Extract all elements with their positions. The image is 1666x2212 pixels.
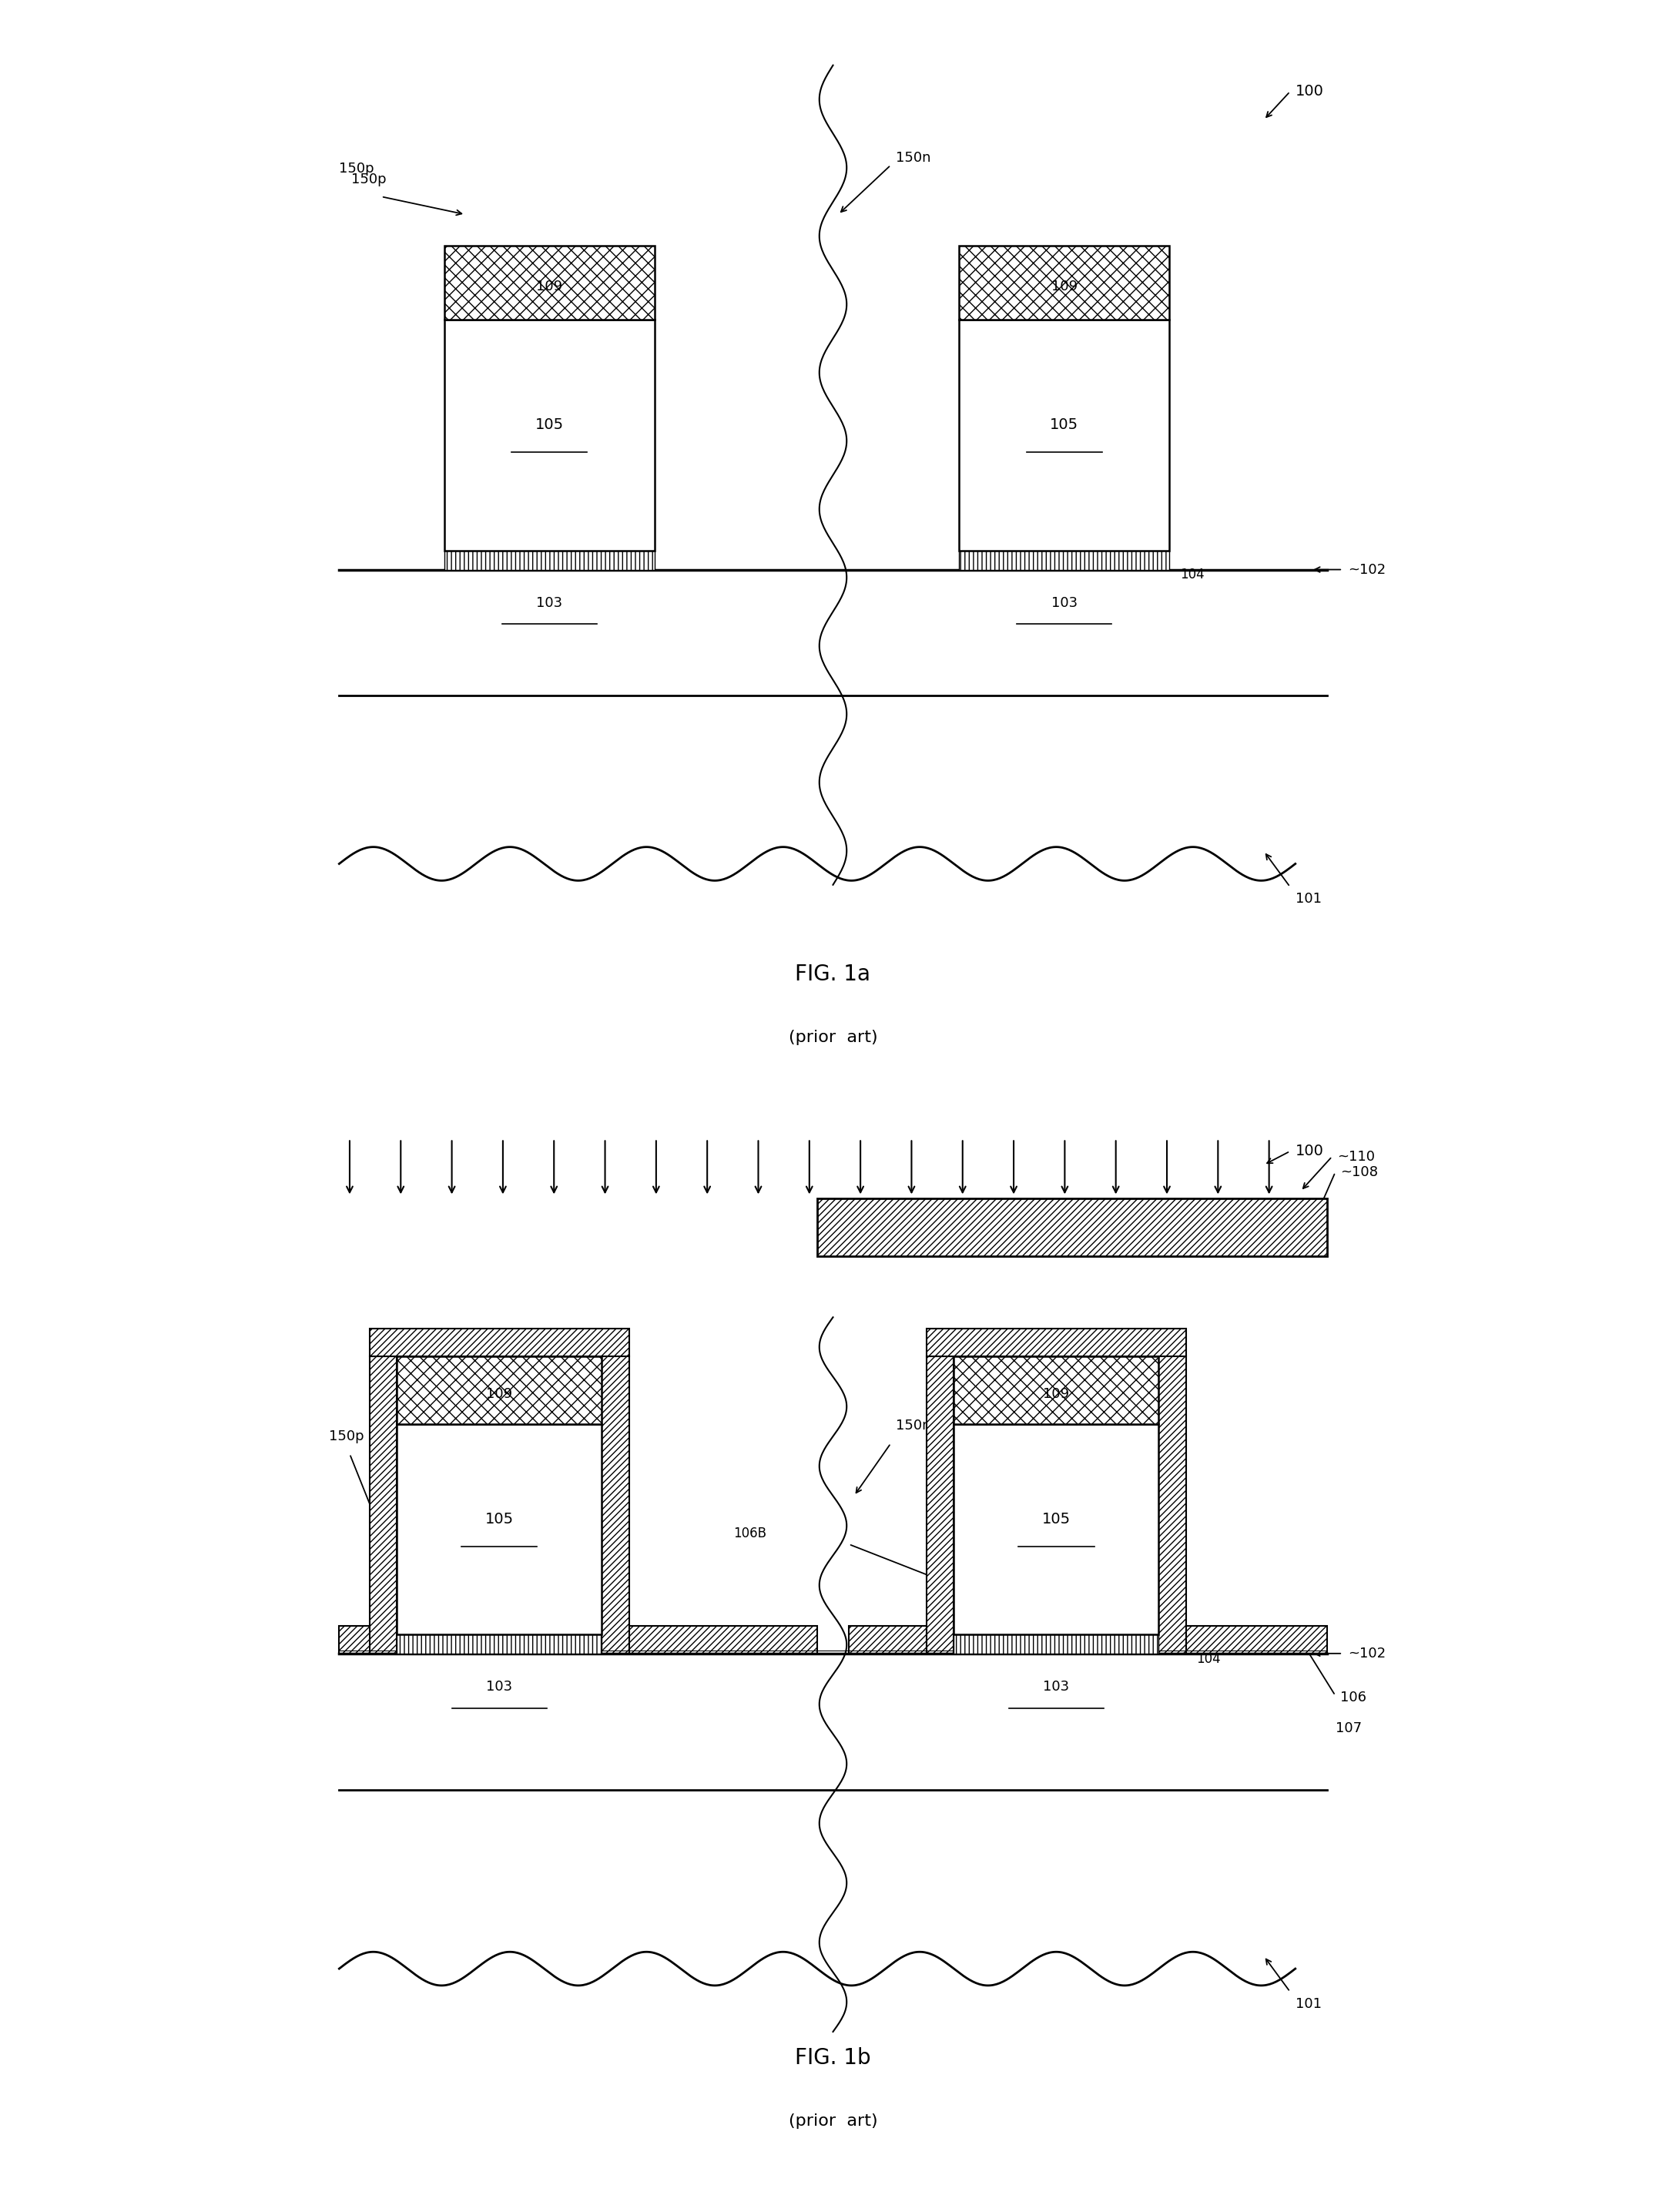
Bar bbox=[445, 246, 655, 319]
Text: 109: 109 bbox=[1051, 279, 1078, 294]
Text: 105: 105 bbox=[1050, 418, 1078, 431]
Bar bbox=[397, 1356, 601, 1425]
Text: 103: 103 bbox=[486, 1679, 513, 1694]
Bar bbox=[960, 319, 1170, 551]
Text: ~102: ~102 bbox=[1348, 562, 1386, 577]
Text: 101: 101 bbox=[1296, 1997, 1321, 2011]
Text: 103: 103 bbox=[1051, 595, 1078, 611]
Text: 150p: 150p bbox=[340, 161, 375, 175]
Bar bbox=[370, 1329, 630, 1356]
Bar bbox=[397, 1635, 601, 1655]
Bar bbox=[955, 1635, 1160, 1655]
Text: 107: 107 bbox=[1334, 1721, 1361, 1736]
Text: FIG. 1a: FIG. 1a bbox=[795, 964, 871, 984]
Bar bbox=[818, 1199, 1326, 1256]
Text: (prior  art): (prior art) bbox=[788, 1029, 878, 1044]
Bar bbox=[1186, 1626, 1326, 1655]
Bar bbox=[955, 1356, 1160, 1425]
Text: 100: 100 bbox=[1296, 84, 1324, 100]
Text: 104: 104 bbox=[1180, 568, 1205, 582]
Bar bbox=[340, 1626, 402, 1655]
Text: 150n: 150n bbox=[896, 150, 931, 166]
Text: 109: 109 bbox=[536, 279, 563, 294]
Text: 103: 103 bbox=[536, 595, 563, 611]
Bar bbox=[960, 246, 1170, 319]
Text: 109: 109 bbox=[1043, 1387, 1070, 1400]
Bar bbox=[630, 1626, 818, 1655]
Text: 106B: 106B bbox=[733, 1526, 766, 1540]
Text: 105: 105 bbox=[1041, 1511, 1071, 1526]
Text: ~110: ~110 bbox=[1338, 1150, 1374, 1164]
Text: (prior  art): (prior art) bbox=[788, 2112, 878, 2128]
Text: 150p: 150p bbox=[328, 1429, 363, 1442]
Text: 100: 100 bbox=[1296, 1144, 1324, 1159]
Text: 105: 105 bbox=[535, 418, 563, 431]
Text: 101: 101 bbox=[1296, 891, 1321, 907]
Text: 105: 105 bbox=[485, 1511, 513, 1526]
Bar bbox=[445, 551, 655, 568]
Bar bbox=[397, 1425, 601, 1635]
Bar bbox=[445, 319, 655, 551]
Text: ~102: ~102 bbox=[1348, 1646, 1386, 1661]
Bar bbox=[1160, 1356, 1186, 1655]
Bar bbox=[601, 1356, 630, 1655]
Bar bbox=[926, 1356, 955, 1655]
Text: ~108: ~108 bbox=[1341, 1166, 1378, 1179]
Bar bbox=[370, 1356, 397, 1655]
Text: FIG. 1b: FIG. 1b bbox=[795, 2048, 871, 2068]
Text: 103: 103 bbox=[1043, 1679, 1070, 1694]
Bar bbox=[960, 551, 1170, 568]
Text: 109: 109 bbox=[486, 1387, 513, 1400]
Text: 106: 106 bbox=[1341, 1690, 1366, 1703]
Text: 104: 104 bbox=[1196, 1652, 1221, 1666]
Bar bbox=[848, 1626, 926, 1655]
Bar bbox=[926, 1329, 1186, 1356]
Bar bbox=[955, 1425, 1160, 1635]
Text: 150n: 150n bbox=[896, 1418, 931, 1433]
Text: 150p: 150p bbox=[352, 173, 387, 186]
